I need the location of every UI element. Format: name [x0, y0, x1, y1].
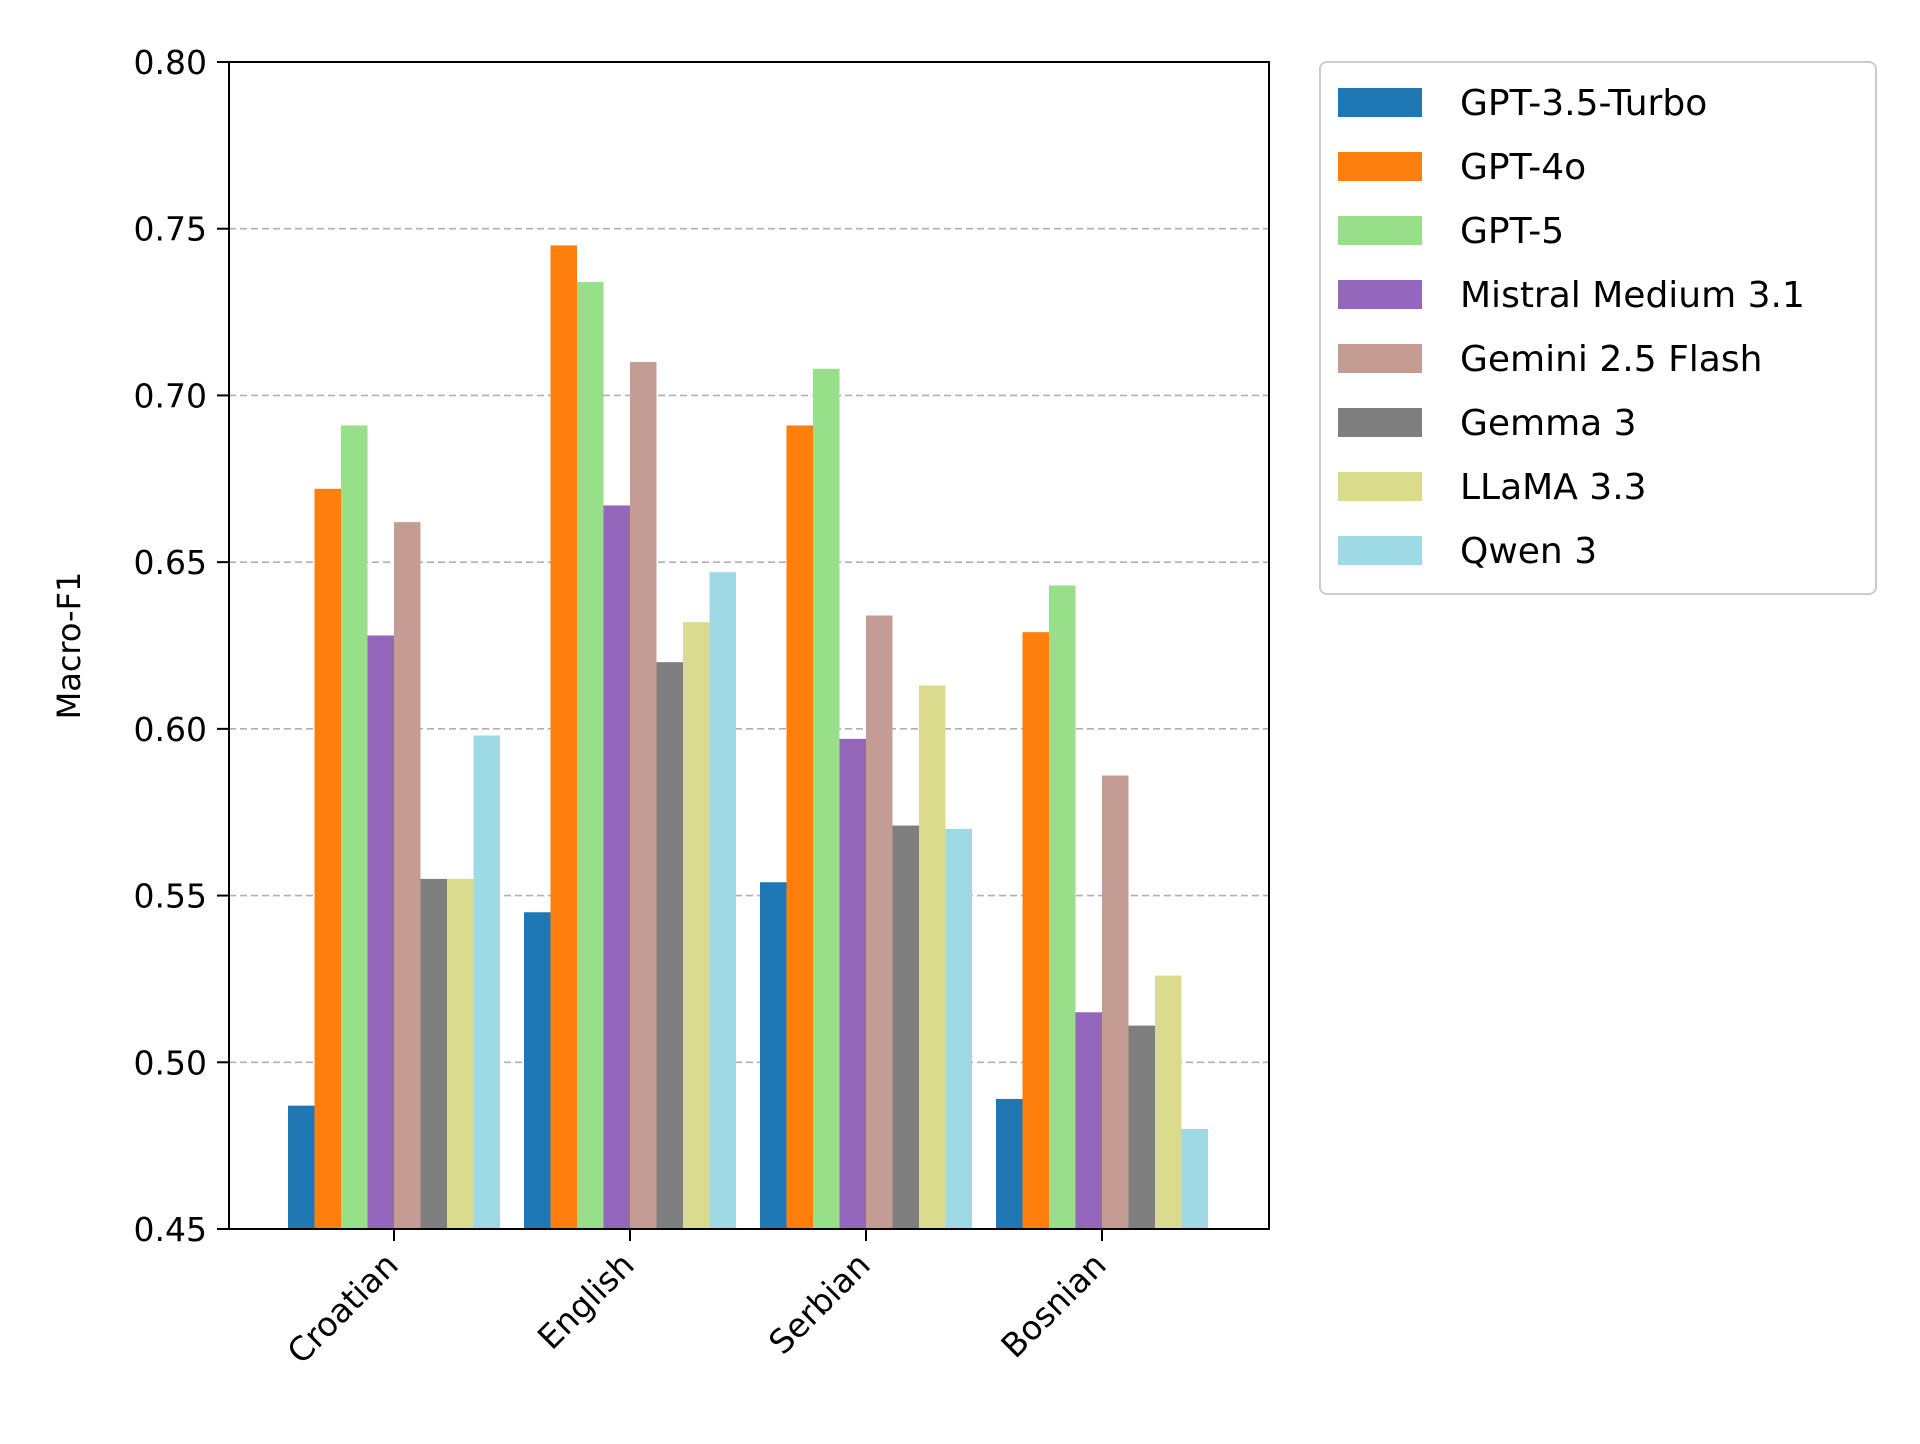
y-tick-label: 0.45 — [134, 1210, 207, 1249]
x-tick-label: Croatian — [279, 1245, 405, 1371]
legend-swatch — [1338, 216, 1422, 245]
bar-gemma-3-croatian — [420, 878, 447, 1229]
legend-swatch — [1338, 536, 1422, 565]
y-tick-label: 0.55 — [134, 877, 207, 916]
y-tick-label: 0.65 — [134, 543, 207, 582]
bars — [288, 245, 1208, 1230]
legend-label: Qwen 3 — [1460, 531, 1597, 572]
bar-gemma-3-serbian — [892, 825, 919, 1229]
bar-gpt-3-5-turbo-bosnian — [996, 1098, 1023, 1229]
x-tick-label: Serbian — [761, 1245, 878, 1362]
bar-gpt-5-croatian — [341, 425, 368, 1229]
legend-swatch — [1338, 152, 1422, 181]
bar-llama-3-3-bosnian — [1155, 975, 1182, 1229]
bar-qwen-3-serbian — [945, 828, 972, 1229]
legend-label: Gemma 3 — [1460, 403, 1637, 444]
legend-swatch — [1338, 472, 1422, 501]
y-tick-label: 0.75 — [134, 210, 207, 249]
bar-qwen-3-english — [709, 572, 736, 1229]
y-tick-label: 0.50 — [134, 1043, 207, 1082]
legend-box — [1319, 61, 1877, 595]
bar-mistral-medium-3-1-english — [603, 505, 630, 1230]
bar-llama-3-3-serbian — [919, 685, 946, 1229]
y-axis-label: Macro-F1 — [50, 572, 88, 720]
legend-label: LLaMA 3.3 — [1460, 467, 1647, 508]
bar-gpt-3-5-turbo-croatian — [288, 1105, 315, 1229]
bar-gpt-4o-serbian — [786, 425, 813, 1229]
legend-swatch — [1338, 88, 1422, 117]
plot-frame — [228, 61, 1270, 1230]
y-tick-label: 0.60 — [134, 710, 207, 749]
gridlines — [229, 227, 1269, 1064]
legend-swatch — [1338, 280, 1422, 309]
x-axis: Croatian English Serbian Bosnian — [279, 1229, 1114, 1371]
x-tick-label: Bosnian — [993, 1245, 1113, 1365]
legend-label: GPT-3.5-Turbo — [1460, 83, 1707, 124]
legend-label: GPT-4o — [1460, 147, 1586, 188]
bar-gpt-5-bosnian — [1049, 585, 1076, 1229]
y-tick-label: 0.80 — [134, 43, 207, 82]
legend-label: Gemini 2.5 Flash — [1460, 339, 1762, 380]
bar-gpt-4o-english — [550, 245, 577, 1229]
legend-label: Mistral Medium 3.1 — [1460, 275, 1805, 316]
bar-gpt-4o-croatian — [314, 488, 341, 1229]
bar-gpt-5-english — [577, 282, 604, 1229]
bar-gpt-3-5-turbo-english — [524, 912, 551, 1229]
bar-gpt-3-5-turbo-serbian — [760, 882, 787, 1229]
legend-label: GPT-5 — [1460, 211, 1564, 252]
x-tick-label: English — [530, 1245, 642, 1357]
bar-gemini-2-5-flash-serbian — [866, 615, 893, 1229]
bar-mistral-medium-3-1-serbian — [839, 738, 866, 1229]
bar-gemini-2-5-flash-croatian — [394, 522, 421, 1229]
bar-gemini-2-5-flash-bosnian — [1102, 775, 1129, 1229]
legend-swatch — [1338, 408, 1422, 437]
legend-swatch — [1338, 344, 1422, 373]
bar-mistral-medium-3-1-bosnian — [1075, 1012, 1102, 1229]
legend: GPT-3.5-Turbo GPT-4o GPT-5 Mistral Medium 3… — [1319, 61, 1877, 595]
y-axis: 0.45 0.50 0.55 0.60 0.65 0.70 0.75 0.80 — [134, 43, 229, 1249]
y-tick-label: 0.70 — [134, 376, 207, 415]
bar-gpt-5-serbian — [813, 368, 840, 1229]
bar-llama-3-3-english — [683, 622, 710, 1229]
bar-gpt-4o-bosnian — [1022, 632, 1049, 1229]
bar-gemma-3-english — [656, 662, 683, 1229]
bar-qwen-3-bosnian — [1181, 1128, 1208, 1229]
bar-gemma-3-bosnian — [1128, 1025, 1155, 1229]
bar-qwen-3-croatian — [473, 735, 500, 1229]
bar-llama-3-3-croatian — [447, 878, 474, 1229]
bar-gemini-2-5-flash-english — [630, 362, 657, 1230]
bar-mistral-medium-3-1-croatian — [367, 635, 394, 1229]
